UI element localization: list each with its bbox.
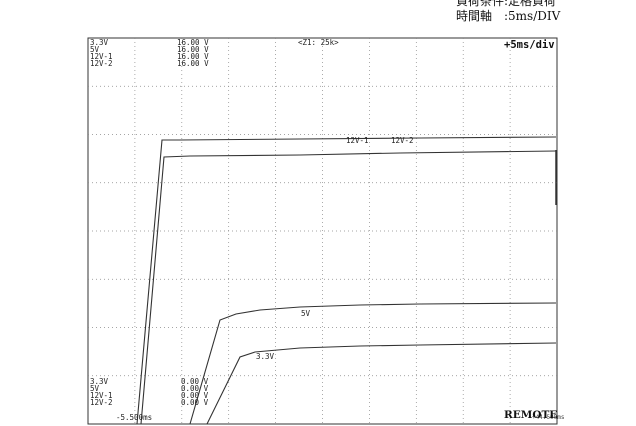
end-time-label: +44.500ms	[532, 414, 565, 421]
trace-12v-2	[140, 150, 557, 425]
trace-label-5v: 5V	[301, 309, 311, 318]
channel-bottom-12v-1: 12V-1	[90, 391, 113, 400]
time-axis-text: 時間軸 :5ms/DIV	[456, 9, 561, 23]
scale-top-4: 16.00 V	[177, 59, 209, 68]
scale-top-1: 16.00 V	[177, 38, 209, 47]
zoom-label: <Z1: 25k>	[298, 38, 339, 47]
trigger-time-label: -5.500ms	[116, 413, 152, 422]
caption: 負荷条件:定格負荷 時間軸 :5ms/DIV	[456, 0, 634, 24]
trace-5v	[189, 302, 557, 425]
offset-bottom-1: 0.00 V	[181, 377, 209, 386]
timebase-label: +5ms/div	[504, 39, 555, 51]
scale-top-3: 16.00 V	[177, 52, 209, 61]
channel-top-5v: 5V	[90, 45, 100, 54]
offset-bottom-2: 0.00 V	[181, 384, 209, 393]
channel-bottom-12v-2: 12V-2	[90, 398, 113, 407]
trace-label-3-3v: 3.3V	[256, 352, 275, 361]
trace-3-3v	[206, 342, 557, 425]
channel-bottom-3-3v: 3.3V	[90, 377, 109, 386]
trace-12v-1	[136, 136, 557, 425]
trace-label-12v-1: 12V-1	[346, 136, 369, 145]
trace-label-12v-2: 12V-2	[391, 136, 414, 145]
load-condition-text: 負荷条件:定格負荷	[456, 0, 557, 8]
offset-bottom-3: 0.00 V	[181, 391, 209, 400]
channel-bottom-5v: 5V	[90, 384, 100, 393]
channel-top-3-3v: 3.3V	[90, 38, 109, 47]
scope-grid	[88, 38, 557, 424]
offset-bottom-4: 0.00 V	[181, 398, 209, 407]
remote-label: REMOTE	[504, 409, 557, 421]
channel-top-12v-2: 12V-2	[90, 59, 113, 68]
channel-top-12v-1: 12V-1	[90, 52, 113, 61]
scale-top-2: 16.00 V	[177, 45, 209, 54]
